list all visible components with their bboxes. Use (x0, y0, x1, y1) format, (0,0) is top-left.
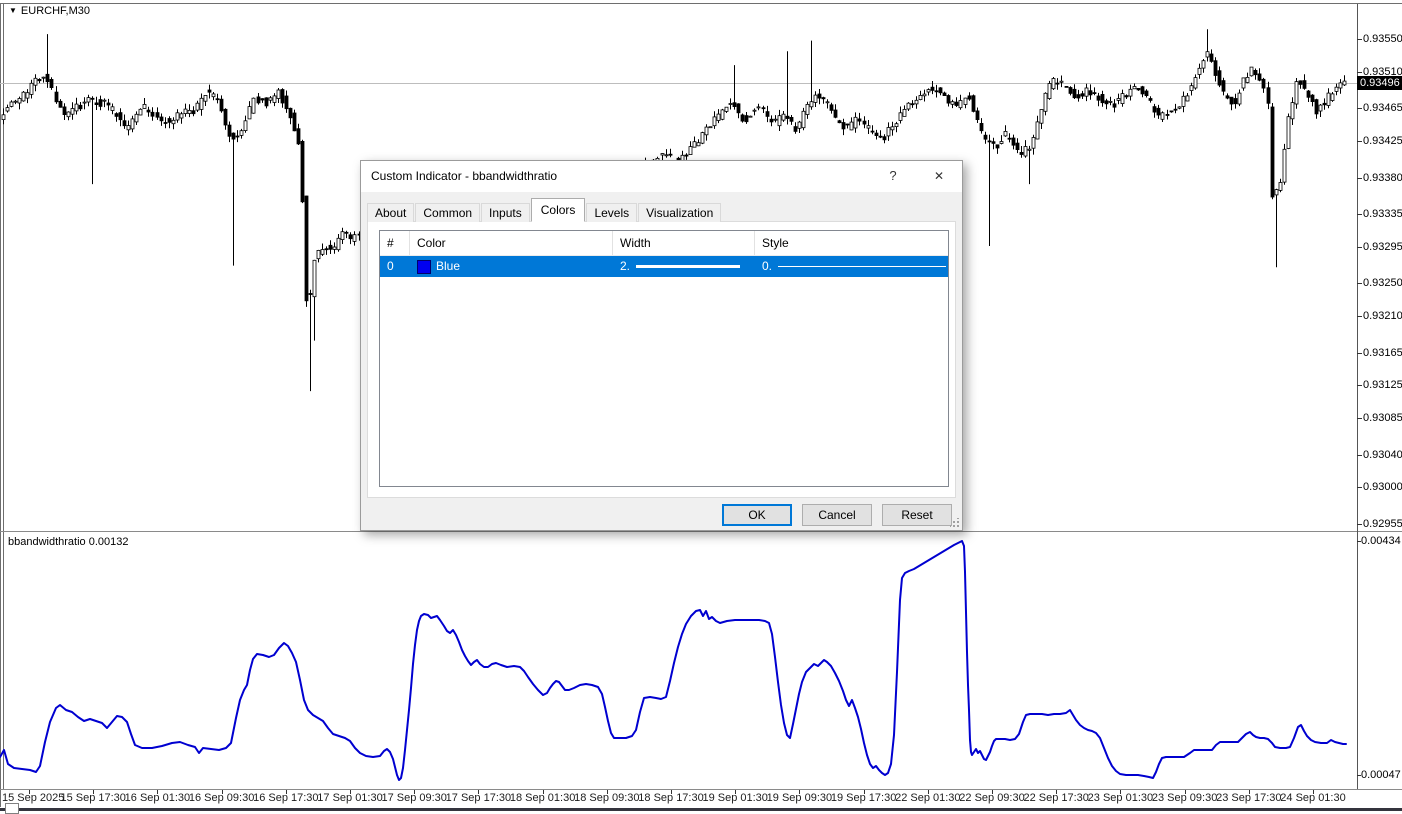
tab-levels[interactable]: Levels (586, 203, 638, 222)
tab-common[interactable]: Common (415, 203, 481, 222)
tab-strip: About Common Inputs Colors Levels Visualizati… (367, 198, 722, 222)
resize-grip-icon[interactable] (950, 518, 960, 528)
indicator-chart-area[interactable] (4, 532, 1357, 789)
column-header-style: Style (762, 236, 789, 250)
row-width-cell[interactable]: 2. (613, 256, 755, 277)
time-axis-label: 22 Sep 01:30 (895, 792, 961, 804)
price-axis-label: 0.93465 (1363, 102, 1402, 114)
time-axis-label: 23 Sep 17:30 (1216, 792, 1282, 804)
docked-window-corner (5, 803, 19, 814)
column-header-index: # (380, 231, 410, 255)
time-axis-label: 16 Sep 01:30 (124, 792, 191, 804)
width-line-sample (636, 265, 741, 268)
time-axis-label: 15 Sep 17:30 (60, 792, 126, 804)
ok-button[interactable]: OK (722, 504, 792, 526)
custom-indicator-dialog: Custom Indicator - bbandwidthratio ? ✕ A… (360, 160, 963, 531)
time-axis-label: 24 Sep 01:30 (1280, 792, 1346, 804)
time-axis-label: 18 Sep 09:30 (574, 792, 640, 804)
style-value: 0. (762, 259, 773, 273)
tab-about[interactable]: About (367, 203, 415, 222)
time-axis-label: 19 Sep 09:30 (766, 792, 833, 804)
price-axis-label: 0.93380 (1363, 172, 1402, 184)
time-axis-label: 16 Sep 09:30 (188, 792, 255, 804)
time-axis-label: 19 Sep 01:30 (702, 792, 768, 804)
indicator-axis-label: 0.00047 (1361, 769, 1401, 781)
price-axis-label: 0.93125 (1363, 379, 1402, 391)
column-header-color: Color (410, 231, 613, 255)
tab-inputs[interactable]: Inputs (481, 203, 530, 222)
price-axis-label: 0.93250 (1363, 277, 1402, 289)
indicator-axis-label: 0.00434 (1361, 535, 1401, 547)
price-axis-label: 0.93510 (1363, 66, 1402, 78)
tab-colors[interactable]: Colors (530, 198, 586, 222)
window-frame-top (0, 3, 1402, 4)
time-axis-label: 17 Sep 09:30 (381, 792, 447, 804)
dialog-button-row: OK Cancel Reset (361, 504, 962, 526)
indicator-pane-label: bbandwidthratio 0.00132 (8, 536, 129, 548)
tab-visualization[interactable]: Visualization (638, 203, 722, 222)
price-axis-label: 0.93000 (1363, 481, 1402, 493)
symbol-text: EURCHF,M30 (20, 5, 90, 17)
docked-window-edge (0, 808, 1402, 811)
row-color-cell[interactable]: Blue (410, 256, 613, 277)
time-axis-label: 23 Sep 01:30 (1087, 792, 1154, 804)
time-axis-label: 16 Sep 17:30 (253, 792, 319, 804)
time-axis-label: 15 Sep 2025 (2, 792, 65, 804)
price-axis-label: 0.93550 (1363, 33, 1402, 45)
price-axis-label: 0.93085 (1363, 412, 1402, 424)
color-name: Blue (436, 259, 461, 273)
color-swatch (417, 259, 431, 274)
width-value: 2. (620, 259, 631, 273)
symbol-label[interactable]: ▼ EURCHF,M30 (9, 5, 90, 17)
table-header-row: # Color Width Style (380, 231, 948, 256)
price-axis-area[interactable] (1357, 4, 1402, 789)
time-axis-label: 19 Sep 17:30 (830, 792, 897, 804)
window-frame-left-inner (3, 3, 4, 789)
time-axis-label: 17 Sep 17:30 (445, 792, 512, 804)
price-axis-label: 0.93165 (1363, 347, 1402, 359)
help-icon[interactable]: ? (889, 168, 897, 183)
colors-table: # Color Width Style 0 Blue 2. 0. (379, 230, 949, 487)
dialog-titlebar[interactable]: Custom Indicator - bbandwidthratio ? ✕ (361, 161, 962, 192)
time-axis-label: 18 Sep 01:30 (509, 792, 576, 804)
time-axis-label: 22 Sep 09:30 (959, 792, 1025, 804)
price-axis-label: 0.93040 (1363, 449, 1402, 461)
price-axis-label: 0.93210 (1363, 310, 1402, 322)
row-index: 0 (387, 259, 394, 273)
dialog-title: Custom Indicator - bbandwidthratio (371, 169, 558, 183)
time-axis-label: 23 Sep 09:30 (1151, 792, 1218, 804)
column-header-width: Width (613, 231, 755, 255)
time-axis-label: 17 Sep 01:30 (317, 792, 383, 804)
price-axis-label: 0.93335 (1363, 208, 1402, 220)
style-line-sample (778, 266, 947, 267)
time-axis-label: 18 Sep 17:30 (638, 792, 704, 804)
price-axis-label: 0.93425 (1363, 135, 1402, 147)
table-row[interactable]: 0 Blue 2. 0. (380, 256, 948, 277)
price-axis-label: 0.92955 (1363, 518, 1402, 530)
price-axis-label: 0.93295 (1363, 241, 1402, 253)
time-axis-label: 22 Sep 17:30 (1023, 792, 1089, 804)
current-price-tag: 0.93496 (1357, 76, 1402, 90)
cancel-button[interactable]: Cancel (802, 504, 872, 526)
row-style-cell[interactable]: 0. (755, 256, 948, 277)
chevron-down-icon: ▼ (9, 6, 17, 15)
window-frame-left (0, 3, 1, 807)
close-icon[interactable]: ✕ (933, 169, 945, 183)
reset-button[interactable]: Reset (882, 504, 952, 526)
